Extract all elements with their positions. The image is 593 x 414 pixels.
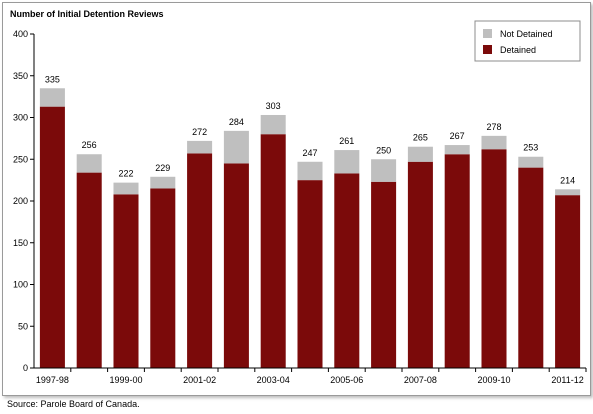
x-tick-label: 2003-04 xyxy=(257,375,290,385)
legend-label-detained: Detained xyxy=(500,45,536,55)
y-tick-label: 250 xyxy=(13,154,28,164)
bar-not-detained xyxy=(150,176,176,189)
y-tick-label: 400 xyxy=(13,29,28,39)
total-value-label: 250 xyxy=(376,145,391,155)
total-value-label: 229 xyxy=(155,163,170,173)
bar-not-detained xyxy=(223,130,249,164)
x-tick-label: 1997-98 xyxy=(36,375,69,385)
bar-not-detained xyxy=(555,189,581,196)
legend-label-not-detained: Not Detained xyxy=(500,29,553,39)
y-tick-label: 0 xyxy=(23,363,28,373)
bar-detained xyxy=(371,181,397,368)
bar-detained xyxy=(334,173,360,368)
chart-svg: Number of Initial Detention Reviews 0 50 1… xyxy=(10,9,587,385)
y-tick-label: 150 xyxy=(13,238,28,248)
x-tick-label: 1999-00 xyxy=(109,375,142,385)
bar-not-detained xyxy=(297,161,323,181)
total-value-label: 214 xyxy=(560,175,575,185)
total-value-label: 267 xyxy=(450,131,465,141)
bar-detained xyxy=(39,106,65,369)
total-value-label: 256 xyxy=(82,140,97,150)
bar-not-detained xyxy=(76,154,102,173)
y-axis: 0 50 100 150 200 250 300 350 400 xyxy=(13,29,35,373)
total-value-label: 335 xyxy=(45,74,60,84)
y-tick-label: 100 xyxy=(13,280,28,290)
y-tick-label: 300 xyxy=(13,113,28,123)
x-axis: 1997-98 1999-00 2001-02 2003-04 2005-06 2007-… xyxy=(34,367,587,385)
legend-swatch-detained xyxy=(483,45,492,54)
total-value-label: 253 xyxy=(523,143,538,153)
bar-detained xyxy=(518,167,544,368)
bar-not-detained xyxy=(39,88,65,107)
total-value-label: 265 xyxy=(413,133,428,143)
total-value-label: 284 xyxy=(229,117,244,127)
total-value-label: 278 xyxy=(486,122,501,132)
bar-not-detained xyxy=(334,150,360,174)
x-tick-label: 2001-02 xyxy=(183,375,216,385)
bar-detained xyxy=(260,134,286,368)
total-value-label: 272 xyxy=(192,127,207,137)
bar-not-detained xyxy=(518,156,544,168)
bar-not-detained xyxy=(113,182,139,195)
y-tick-label: 50 xyxy=(18,321,28,331)
bar-detained xyxy=(555,195,581,368)
legend-swatch-not-detained xyxy=(483,29,492,38)
bar-detained xyxy=(113,194,139,368)
y-tick-label: 200 xyxy=(13,196,28,206)
total-value-label: 247 xyxy=(302,148,317,158)
bars xyxy=(39,88,581,369)
bar-detained xyxy=(481,149,507,368)
legend-box xyxy=(474,20,581,62)
y-tick-label: 350 xyxy=(13,71,28,81)
bar-detained xyxy=(150,188,176,368)
value-labels: 335 256 222 229 272 284 303 247 261 250 265 267 278 2… xyxy=(45,74,575,185)
source-note: Source: Parole Board of Canada. xyxy=(7,399,140,409)
bar-detained xyxy=(76,172,102,368)
bar-not-detained xyxy=(444,145,470,155)
bar-detained xyxy=(297,180,323,368)
bar-not-detained xyxy=(260,114,286,135)
bar-not-detained xyxy=(481,135,507,150)
x-tick-label: 2009-10 xyxy=(477,375,510,385)
x-tick-label: 2011-12 xyxy=(551,375,583,385)
total-value-label: 303 xyxy=(266,101,281,111)
x-tick-label: 2005-06 xyxy=(330,375,363,385)
bar-detained xyxy=(187,153,213,368)
legend: Not Detained Detained xyxy=(474,20,581,62)
chart-title: Number of Initial Detention Reviews xyxy=(10,9,164,19)
bar-not-detained xyxy=(371,159,397,182)
bar-not-detained xyxy=(407,146,433,162)
bar-not-detained xyxy=(187,140,213,154)
total-value-label: 261 xyxy=(339,136,354,146)
bar-detained xyxy=(444,154,470,368)
bar-detained xyxy=(223,163,249,368)
chart-frame: Number of Initial Detention Reviews 0 50 1… xyxy=(2,2,591,396)
x-tick-label: 2007-08 xyxy=(404,375,437,385)
total-value-label: 222 xyxy=(118,169,133,179)
bar-detained xyxy=(407,161,433,368)
